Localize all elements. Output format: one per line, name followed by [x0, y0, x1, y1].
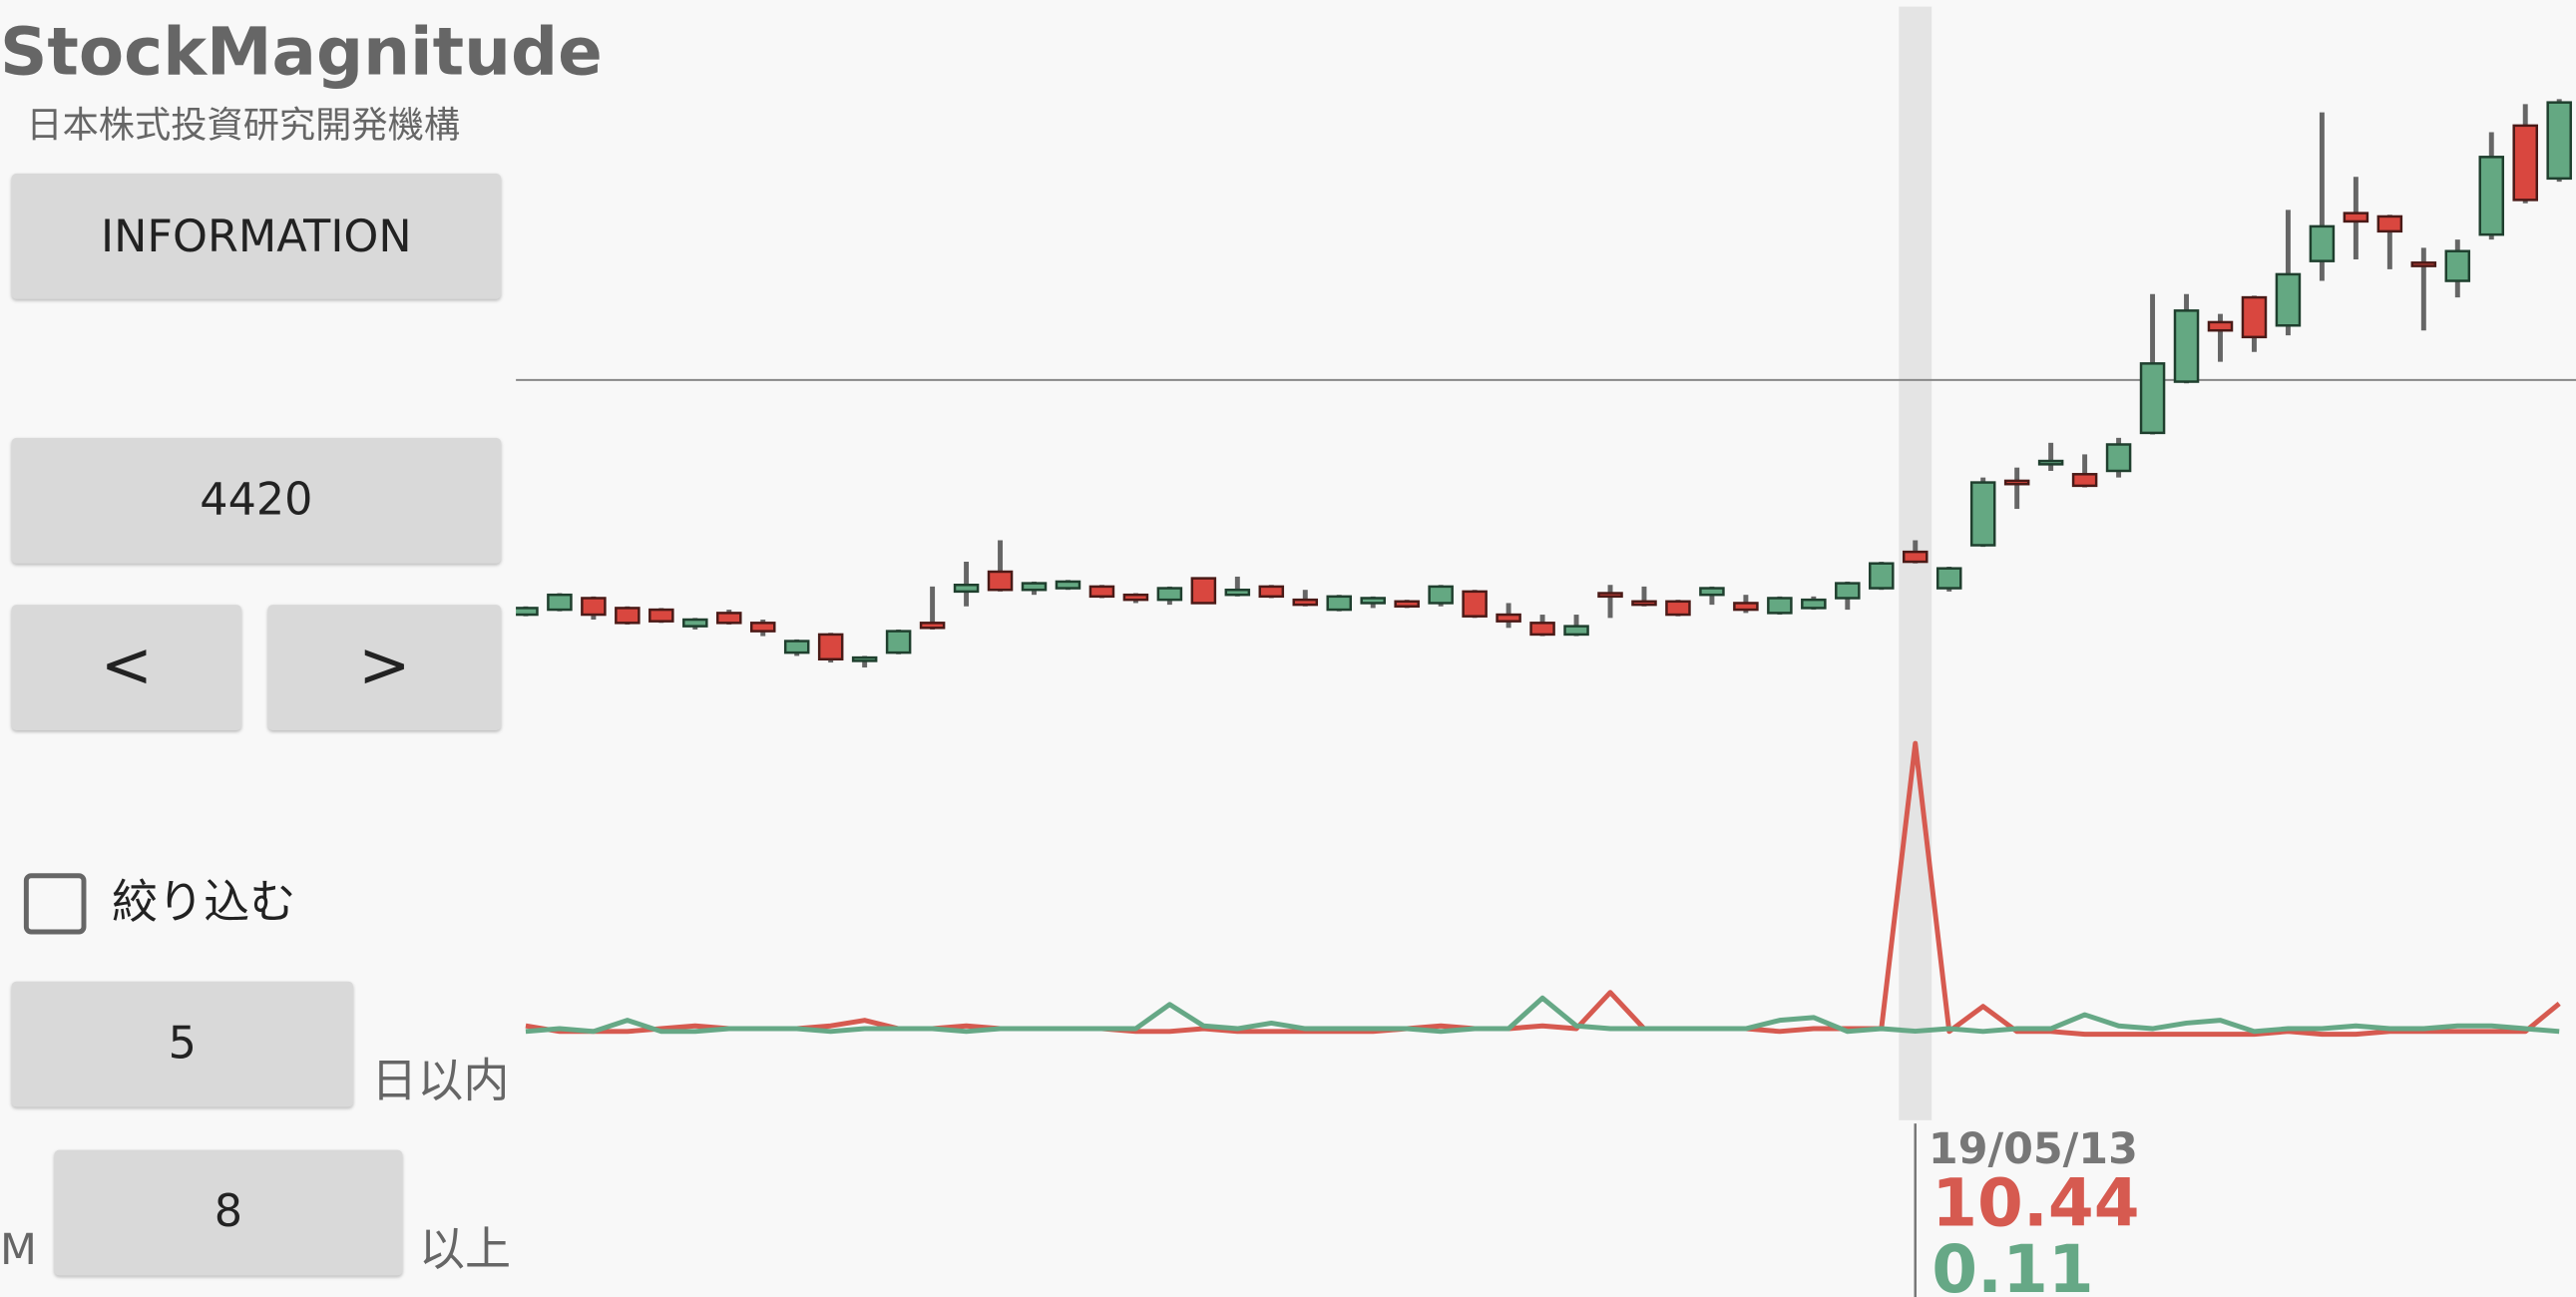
candle-body — [1767, 597, 1793, 615]
code-value: 4420 — [200, 473, 312, 525]
candle-body — [682, 618, 708, 628]
indicator-line — [525, 995, 2560, 1035]
min-value: 8 — [215, 1185, 242, 1237]
candle-body — [1055, 580, 1081, 590]
filter-checkbox[interactable] — [23, 873, 87, 935]
candle-body — [2037, 459, 2064, 466]
candle-body — [2478, 156, 2505, 236]
candle-body — [513, 607, 539, 617]
next-button[interactable] — [267, 605, 502, 730]
candle-body — [2444, 249, 2471, 282]
candle-body — [1428, 585, 1454, 605]
candle-body — [2546, 101, 2572, 181]
prev-button[interactable] — [11, 605, 242, 730]
days-input[interactable] — [11, 981, 354, 1107]
days-unit: 日以内 — [371, 1054, 509, 1107]
candle-body — [1122, 593, 1149, 602]
readout-value: 10.44 — [1932, 1165, 2139, 1242]
m-label: M — [0, 1225, 37, 1275]
filter-label: 絞り込む — [112, 875, 295, 929]
candle-body — [1224, 588, 1251, 597]
candle-body — [2275, 272, 2302, 327]
candle-body — [716, 612, 742, 625]
min-unit: 以上 — [419, 1222, 511, 1276]
info-button-label: INFORMATION — [101, 211, 412, 262]
candle-body — [1529, 622, 1555, 637]
next-label: > — [358, 629, 410, 701]
candle-body — [1360, 597, 1386, 605]
candle-body — [1021, 582, 1048, 592]
candle-body — [1631, 600, 1657, 607]
candle-body — [2309, 224, 2336, 262]
candle-body — [1935, 567, 1962, 590]
candle-body — [581, 597, 607, 617]
candle-body — [2003, 479, 2030, 486]
candle-body — [648, 608, 674, 623]
candle-body — [1156, 587, 1183, 602]
candle-body — [1292, 598, 1319, 607]
prev-label: < — [101, 629, 153, 701]
candle-body — [2105, 443, 2132, 473]
candle-body — [2207, 320, 2234, 332]
candle-body — [1088, 585, 1115, 599]
candle-body — [1902, 550, 1929, 564]
candle-body — [885, 630, 912, 654]
candle-body — [2512, 124, 2538, 202]
candle-body — [1496, 613, 1521, 623]
indicator-line — [525, 740, 2561, 1038]
app-title: StockMagnitude — [0, 13, 603, 90]
candle-body — [547, 593, 573, 612]
app-subtitle: 日本株式投資研究開発機構 — [26, 103, 460, 146]
candle-body — [2410, 261, 2437, 267]
candle-body — [1394, 600, 1420, 609]
candle-body — [1969, 481, 1996, 547]
candle-body — [2376, 215, 2403, 233]
candle-body — [1462, 590, 1488, 618]
days-value: 5 — [169, 1017, 197, 1069]
candle-body — [2241, 295, 2268, 339]
candle-body — [1869, 562, 1895, 590]
candle-body — [2071, 473, 2098, 488]
candle-body — [1733, 602, 1759, 612]
candle-body — [1326, 595, 1353, 612]
candle-body — [919, 622, 946, 630]
candle-body — [615, 607, 641, 625]
candle-body — [953, 584, 980, 594]
readout-date: 19/05/13 — [1929, 1124, 2138, 1174]
candle-body — [1665, 600, 1691, 617]
candle-body — [1699, 587, 1725, 597]
chart-area — [513, 6, 2576, 1120]
candle-body — [2343, 212, 2369, 223]
candle-body — [1190, 577, 1217, 605]
info-button[interactable] — [11, 173, 502, 299]
candle-body — [783, 640, 810, 654]
code-input[interactable] — [11, 437, 502, 564]
readout-value: 0.11 — [1932, 1231, 2094, 1297]
min-input[interactable] — [54, 1149, 403, 1276]
candle-body — [1597, 592, 1623, 599]
candle-body — [1835, 582, 1861, 600]
candle-body — [2139, 362, 2166, 435]
candle-body — [2173, 309, 2200, 383]
candle-body — [749, 622, 776, 633]
candle-body — [817, 633, 844, 661]
candle-body — [1801, 598, 1827, 610]
candle-body — [1563, 625, 1589, 637]
candle-body — [851, 655, 878, 662]
candle-body — [1258, 585, 1285, 599]
candle-body — [987, 570, 1014, 592]
